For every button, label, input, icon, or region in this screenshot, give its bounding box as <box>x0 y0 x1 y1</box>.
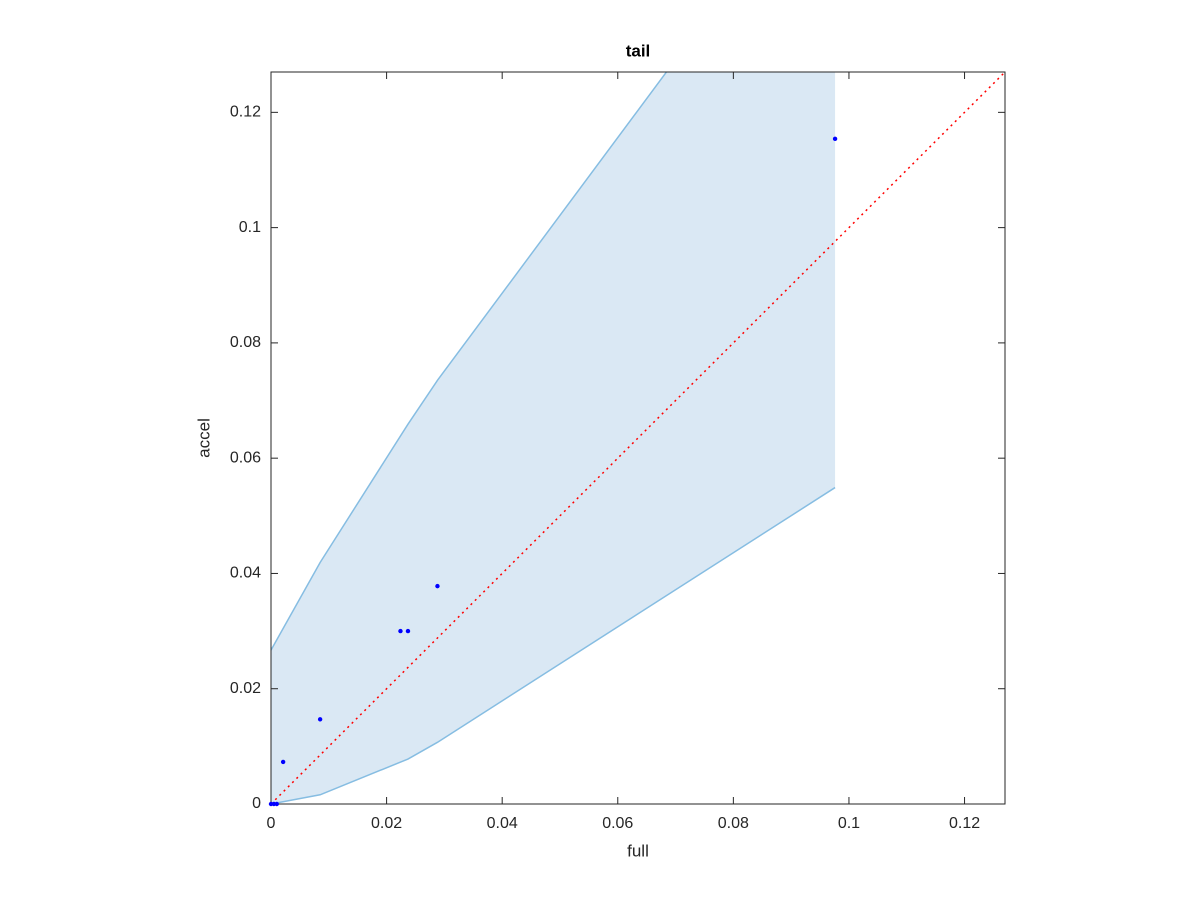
band-lower-line <box>271 486 836 804</box>
x-tick-label: 0.08 <box>718 815 749 832</box>
x-tick-label: 0 <box>267 815 276 832</box>
y-tick-label: 0.1 <box>239 219 261 236</box>
y-tick-label: 0.02 <box>230 680 261 697</box>
chart-title: tail <box>626 41 651 60</box>
x-tick-label: 0.02 <box>371 815 402 832</box>
y-axis-label: accel <box>194 418 213 458</box>
x-tick-label: 0.06 <box>602 815 633 832</box>
x-tick-label: 0.12 <box>949 815 980 832</box>
data-point <box>317 717 323 722</box>
x-tick-label: 0.1 <box>838 815 860 832</box>
x-axis-label: full <box>627 841 649 860</box>
y-tick-label: 0.12 <box>230 104 261 121</box>
data-point <box>398 628 403 634</box>
data-point <box>435 583 440 589</box>
y-tick-label: 0.06 <box>230 449 261 466</box>
data-point <box>274 801 279 807</box>
y-tick-label: 0.08 <box>230 334 261 351</box>
data-point <box>280 759 286 765</box>
data-point <box>832 136 838 142</box>
axes-box <box>270 71 1006 805</box>
plot-area <box>271 72 1005 804</box>
data-point <box>405 628 411 634</box>
confidence-band <box>271 72 836 804</box>
x-tick-label: 0.04 <box>487 815 518 832</box>
y-tick-label: 0 <box>252 795 261 812</box>
y-tick-label: 0.04 <box>230 565 261 582</box>
band-upper-line <box>271 72 668 651</box>
